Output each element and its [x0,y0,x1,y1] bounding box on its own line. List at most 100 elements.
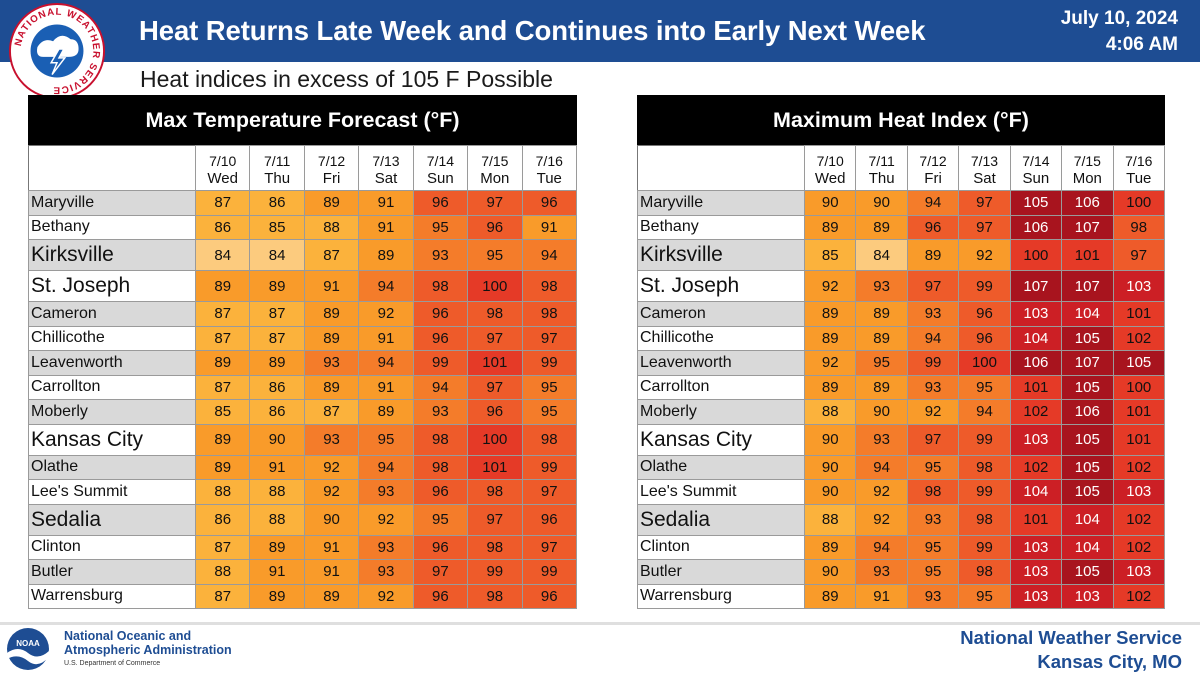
city-name: Bethany [28,214,196,240]
value-cell: 103 [1009,534,1063,560]
value-cell: 91 [521,214,578,240]
value-cell: 95 [906,454,960,480]
value-cell: 95 [358,423,414,456]
city-name: Olathe [28,454,196,480]
value-cell: 91 [358,325,414,351]
issue-datetime: July 10, 2024 4:06 AM [1061,6,1178,58]
day-header: 7/16 Tue [1112,145,1166,191]
city-name: Chillicothe [28,325,196,351]
city-name: Olathe [637,454,805,480]
day-header: 7/14 Sun [1009,145,1063,191]
value-cell: 90 [803,559,857,585]
day-header: 7/10 Wed [194,145,251,191]
value-cell: 98 [521,423,578,456]
value-cell: 93 [855,270,908,302]
value-cell: 86 [249,374,305,400]
value-cell: 98 [1112,214,1166,240]
table-row: St. Joseph 92 93 97 99 107 107 103 [637,270,1166,302]
day-header: 7/11 Thu [855,145,908,191]
value-cell: 89 [303,374,360,400]
value-cell: 89 [194,454,251,480]
value-cell: 96 [958,325,1011,351]
value-cell: 107 [1009,270,1063,302]
value-cell: 95 [412,503,469,536]
day-name: Sat [374,170,398,187]
issue-time: 4:06 AM [1105,34,1178,55]
value-cell: 96 [521,190,578,216]
day-date: 7/10 [816,153,844,169]
value-cell: 101 [1009,503,1063,536]
value-cell: 103 [1009,559,1063,585]
day-header: 7/13 Sat [358,145,414,191]
day-name: Sun [1022,170,1050,187]
heat-index-title: Maximum Heat Index (°F) [637,95,1165,145]
value-cell: 98 [412,454,469,480]
value-cell: 93 [303,423,360,456]
day-date: 7/14 [1022,153,1050,169]
city-name: Cameron [28,301,196,327]
city-name: Cameron [637,301,805,327]
city-name: St. Joseph [637,270,805,302]
value-cell: 106 [1009,350,1063,376]
day-header: 7/12 Fri [906,145,960,191]
value-cell: 97 [467,190,523,216]
value-cell: 99 [412,350,469,376]
value-cell: 100 [1009,239,1063,271]
value-cell: 90 [855,190,908,216]
value-cell: 92 [958,239,1011,271]
value-cell: 100 [1112,190,1166,216]
value-cell: 94 [855,454,908,480]
value-cell: 101 [1112,399,1166,425]
value-cell: 95 [906,534,960,560]
value-cell: 92 [358,503,414,536]
value-cell: 89 [803,214,857,240]
issue-date: July 10, 2024 [1060,8,1178,29]
city-name: Bethany [637,214,805,240]
value-cell: 89 [803,583,857,609]
value-cell: 87 [194,534,251,560]
value-cell: 105 [1061,423,1114,456]
value-cell: 99 [521,454,578,480]
value-cell: 97 [412,559,469,585]
day-header: 7/13 Sat [958,145,1011,191]
value-cell: 87 [303,239,360,271]
table-row: Olathe 89 91 92 94 98 101 99 [28,454,578,480]
table-row: Chillicothe 89 89 94 96 104 105 102 [637,325,1166,351]
value-cell: 94 [906,325,960,351]
value-cell: 89 [803,374,857,400]
city-name: Kirksville [637,239,805,271]
value-cell: 99 [958,423,1011,456]
subtitle: Heat indices in excess of 105 F Possible [140,66,553,92]
value-cell: 102 [1112,583,1166,609]
noaa-logo-text: NOAA [16,639,40,648]
value-cell: 107 [1061,270,1114,302]
table-row: Sedalia 88 92 93 98 101 104 102 [637,503,1166,536]
value-cell: 90 [803,479,857,505]
value-cell: 97 [958,190,1011,216]
value-cell: 89 [803,301,857,327]
city-name: Leavenworth [637,350,805,376]
value-cell: 100 [958,350,1011,376]
value-cell: 93 [358,534,414,560]
office-line2: Kansas City, MO [1037,651,1182,672]
value-cell: 103 [1009,423,1063,456]
value-cell: 92 [303,454,360,480]
value-cell: 93 [855,559,908,585]
footer-divider [0,622,1200,625]
value-cell: 90 [303,503,360,536]
value-cell: 89 [855,214,908,240]
city-name: Sedalia [28,503,196,536]
value-cell: 88 [303,214,360,240]
value-cell: 101 [1112,423,1166,456]
day-name: Wed [814,170,846,187]
value-cell: 84 [194,239,251,271]
value-cell: 85 [194,399,251,425]
value-cell: 96 [521,583,578,609]
table-row: Butler 90 93 95 98 103 105 103 [637,559,1166,585]
noaa-name: National Oceanic and Atmospheric Adminis… [64,629,232,657]
value-cell: 93 [412,399,469,425]
day-name: Fri [924,170,942,187]
value-cell: 90 [249,423,305,456]
value-cell: 99 [958,270,1011,302]
table-row: Chillicothe 87 87 89 91 96 97 97 [28,325,578,351]
